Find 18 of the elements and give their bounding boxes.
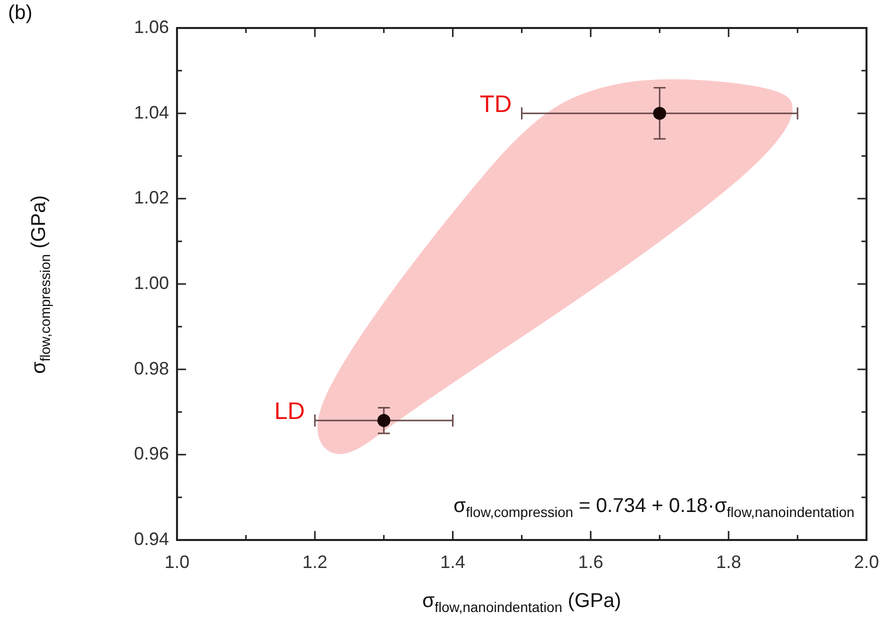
x-tick-label: 1.2: [302, 552, 328, 572]
y-tick-label: 0.98: [134, 358, 169, 378]
x-tick-label: 1.6: [578, 552, 604, 572]
x-axis-title: σ$_{flow,nanoindentation}$ (GPa): [422, 590, 622, 615]
x-tick-label: 1.8: [716, 552, 742, 572]
x-tick-label: 2.0: [854, 552, 880, 572]
annotation: σ$_{flow,compression}$ = 0.734 + 0.18·σ$_{flow,nanoindentation}$: [453, 495, 854, 520]
x-tick-label: 1.0: [164, 552, 190, 572]
y-tick-label: 1.00: [134, 272, 169, 293]
y-tick-label: 0.96: [134, 444, 169, 464]
annotation: LD: [274, 398, 305, 426]
annotation: TD: [480, 90, 512, 118]
x-tick-label: 1.4: [440, 552, 466, 572]
y-tick-label: 1.04: [134, 102, 169, 122]
text: (b): [8, 2, 32, 25]
y-tick-label: 1.02: [134, 188, 169, 208]
y-tick-label: 0.94: [134, 528, 169, 549]
y-tick-label: 1.06: [134, 16, 169, 37]
